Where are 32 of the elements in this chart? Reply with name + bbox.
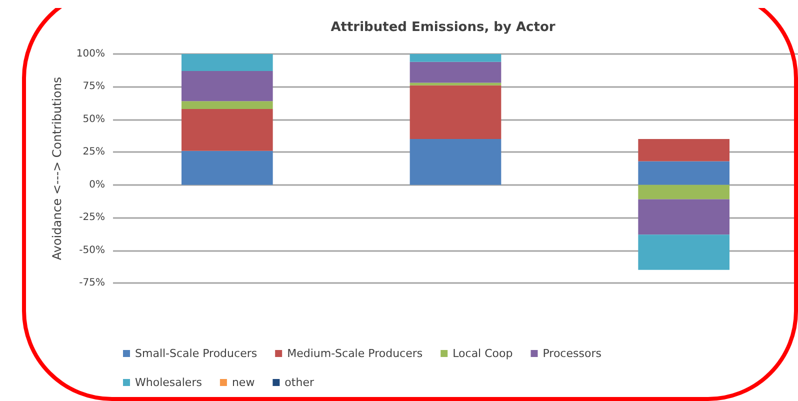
- legend-label: Local Coop: [452, 347, 513, 360]
- y-tick-label: 100%: [76, 48, 105, 60]
- y-tick-label: 50%: [82, 114, 105, 125]
- bar: [410, 54, 502, 62]
- bar: [410, 139, 502, 185]
- bar: [638, 234, 730, 270]
- y-tick-label: -25%: [79, 212, 105, 224]
- chart-title: Attributed Emissions, by Actor: [330, 20, 556, 35]
- bar: [638, 161, 730, 185]
- bar: [182, 101, 273, 109]
- bar: [182, 71, 273, 102]
- bar: [638, 184, 730, 200]
- y-tick-label: -50%: [79, 244, 105, 256]
- legend-label: Processors: [542, 347, 602, 360]
- legend-label: Wholesalers: [135, 376, 202, 389]
- y-tick-label: 75%: [82, 81, 105, 92]
- bar: [182, 108, 273, 151]
- bar: [182, 54, 273, 72]
- y-tick-label: -75%: [79, 278, 105, 288]
- y-axis-title: Avoidance <---> Contributions: [50, 76, 64, 260]
- bar: [638, 139, 730, 162]
- bar: [410, 85, 502, 140]
- bar: [182, 150, 273, 185]
- legend-label: other: [284, 376, 314, 389]
- legend-label: Medium-Scale Producers: [287, 347, 423, 360]
- bar: [410, 62, 502, 83]
- y-tick-label: 25%: [82, 146, 105, 158]
- y-tick-label: 0%: [89, 179, 105, 190]
- legend-label: new: [232, 376, 255, 389]
- bar: [410, 82, 502, 86]
- legend-label: Small-Scale Producers: [135, 347, 258, 360]
- bar: [638, 199, 730, 235]
